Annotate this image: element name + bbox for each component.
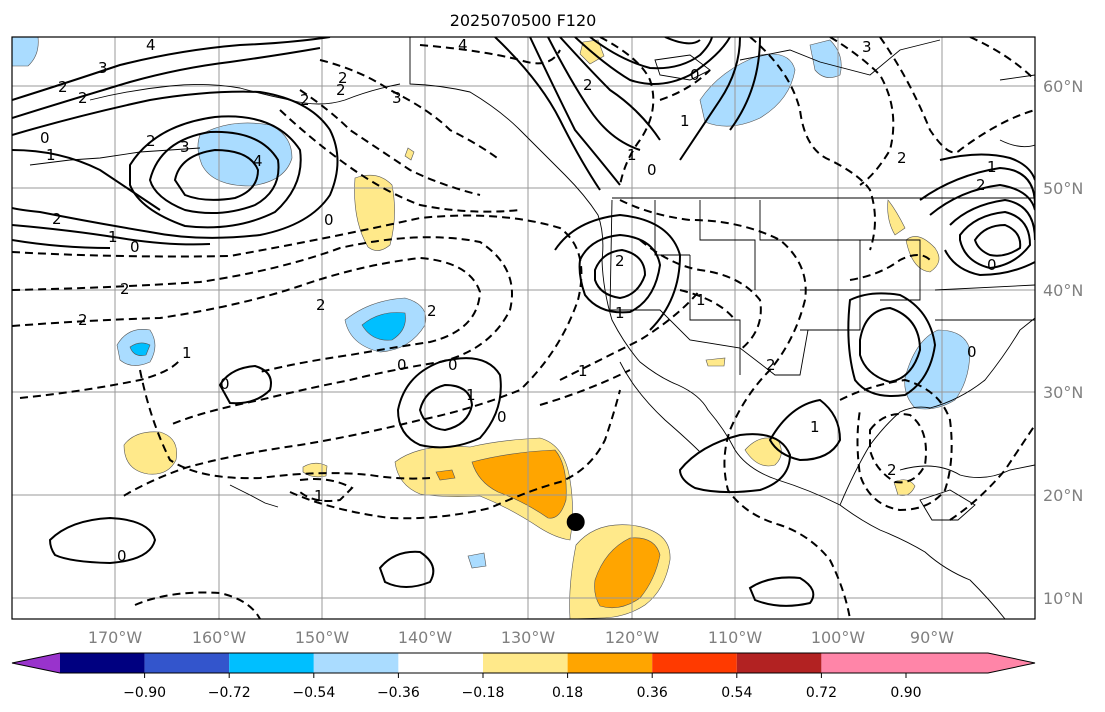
colorbar-extend-left bbox=[12, 653, 60, 673]
colorbar-tick-label: −0.18 bbox=[462, 685, 505, 701]
colorbar-tick-label: −0.54 bbox=[292, 685, 335, 701]
colorbar-bin bbox=[398, 653, 483, 673]
colorbar-tick-label: 0.90 bbox=[890, 685, 921, 701]
colorbar-bin bbox=[736, 653, 822, 673]
contour-label: 2 bbox=[976, 176, 986, 194]
colorbar-bin bbox=[229, 653, 314, 673]
contour-label: 0 bbox=[324, 211, 334, 229]
colorbar-tick-label: −0.36 bbox=[377, 685, 420, 701]
contour-label: 2 bbox=[583, 76, 593, 94]
contour-label: 0 bbox=[397, 356, 407, 374]
contour-label: 2 bbox=[58, 78, 68, 96]
contour-label: 2 bbox=[78, 89, 88, 107]
colorbar-bin bbox=[60, 653, 145, 673]
contour-label: 3 bbox=[180, 138, 190, 156]
lat-axis: 60°N 50°N 40°N 30°N 20°N 10°N bbox=[1043, 77, 1083, 608]
contour-label: 4 bbox=[253, 152, 263, 170]
colorbar-tick-label: −0.90 bbox=[123, 685, 166, 701]
contour-label: 2 bbox=[615, 252, 625, 270]
colorbar-extend-right bbox=[821, 653, 1035, 673]
lat-tick-label: 30°N bbox=[1043, 383, 1083, 402]
negative-contours bbox=[12, 37, 1035, 619]
lon-axis: 170°W 160°W 150°W 140°W 130°W 120°W 110°… bbox=[88, 628, 954, 647]
contour-label: 2 bbox=[300, 91, 310, 109]
positive-anomaly-shading bbox=[123, 39, 940, 619]
storm-position-marker bbox=[566, 513, 585, 531]
contour-label: 0 bbox=[690, 66, 700, 84]
colorbar-tick-label: −0.72 bbox=[208, 685, 251, 701]
map-panel: 4 3 2 2 0 1 2 3 4 2 0 1 2 2 2 1 0 0 0 1 … bbox=[12, 36, 1035, 619]
lat-tick-label: 20°N bbox=[1043, 486, 1083, 505]
contour-label: 0 bbox=[117, 547, 127, 565]
colorbar-bin bbox=[567, 653, 653, 673]
contour-label: 1 bbox=[680, 112, 690, 130]
lon-tick-label: 90°W bbox=[910, 628, 954, 647]
contour-label: 1 bbox=[314, 487, 324, 505]
contour-label: 2 bbox=[52, 210, 62, 228]
figure-title: 2025070500 F120 bbox=[450, 11, 597, 30]
contour-label: 1 bbox=[696, 291, 706, 309]
colorbar-bin bbox=[313, 653, 399, 673]
contour-label: 0 bbox=[987, 256, 997, 274]
lon-tick-label: 160°W bbox=[192, 628, 247, 647]
contour-label: 2 bbox=[427, 302, 437, 320]
lat-tick-label: 40°N bbox=[1043, 281, 1083, 300]
colorbar-tick-label: 0.36 bbox=[637, 685, 668, 701]
lon-tick-label: 110°W bbox=[708, 628, 763, 647]
lon-tick-label: 140°W bbox=[398, 628, 453, 647]
contour-label: 2 bbox=[766, 356, 776, 374]
contour-label: 0 bbox=[497, 408, 507, 426]
contour-label: 1 bbox=[627, 146, 637, 164]
lon-tick-label: 170°W bbox=[88, 628, 143, 647]
lat-tick-label: 10°N bbox=[1043, 589, 1083, 608]
contour-label: 2 bbox=[78, 311, 88, 329]
lon-tick-label: 150°W bbox=[295, 628, 350, 647]
contour-label: 2 bbox=[336, 81, 346, 99]
positive-contours bbox=[12, 37, 1035, 607]
contour-label: 3 bbox=[98, 59, 108, 77]
contour-label: 0 bbox=[967, 343, 977, 361]
contour-label: 0 bbox=[220, 375, 230, 393]
map-frame bbox=[11, 36, 1036, 620]
contour-label: 0 bbox=[130, 238, 140, 256]
contour-labels: 4 3 2 2 0 1 2 3 4 2 0 1 2 2 2 1 0 0 0 1 … bbox=[40, 36, 997, 565]
contour-label: 1 bbox=[810, 418, 820, 436]
lon-tick-label: 100°W bbox=[811, 628, 866, 647]
lat-tick-label: 50°N bbox=[1043, 179, 1083, 198]
contour-label: 3 bbox=[862, 38, 872, 56]
contour-label: 2 bbox=[120, 280, 130, 298]
contour-label: 1 bbox=[987, 158, 997, 176]
contour-label: 2 bbox=[887, 461, 897, 479]
contour-label: 0 bbox=[448, 356, 458, 374]
contour-label: 3 bbox=[392, 89, 402, 107]
contour-label: 2 bbox=[338, 69, 348, 87]
contour-label: 4 bbox=[458, 36, 468, 54]
colorbar: −0.90 −0.72 −0.54 −0.36 −0.18 0.18 0.36 … bbox=[11, 652, 1036, 701]
lon-tick-label: 130°W bbox=[501, 628, 556, 647]
contour-label: 2 bbox=[316, 296, 326, 314]
contour-label: 1 bbox=[108, 228, 118, 246]
colorbar-tick-label: 0.72 bbox=[806, 685, 837, 701]
contour-label: 2 bbox=[897, 149, 907, 167]
contour-label: 2 bbox=[146, 132, 156, 150]
colorbar-tick-label: 0.18 bbox=[552, 685, 583, 701]
contour-label: 1 bbox=[578, 362, 588, 380]
contour-label: 4 bbox=[146, 36, 156, 54]
map-gridlines bbox=[12, 37, 1035, 619]
contour-label: 0 bbox=[647, 161, 657, 179]
contour-label: 0 bbox=[40, 129, 50, 147]
contour-label: 1 bbox=[182, 344, 192, 362]
negative-anomaly-shading bbox=[12, 37, 971, 569]
lon-tick-label: 120°W bbox=[605, 628, 660, 647]
colorbar-tick-label: 0.54 bbox=[721, 685, 752, 701]
contour-label: 1 bbox=[466, 386, 476, 404]
contour-label: 1 bbox=[46, 146, 56, 164]
lat-tick-label: 60°N bbox=[1043, 77, 1083, 96]
colorbar-bin bbox=[652, 653, 737, 673]
colorbar-bin bbox=[144, 653, 230, 673]
contour-label: 1 bbox=[615, 304, 625, 322]
colorbar-bin bbox=[483, 653, 568, 673]
